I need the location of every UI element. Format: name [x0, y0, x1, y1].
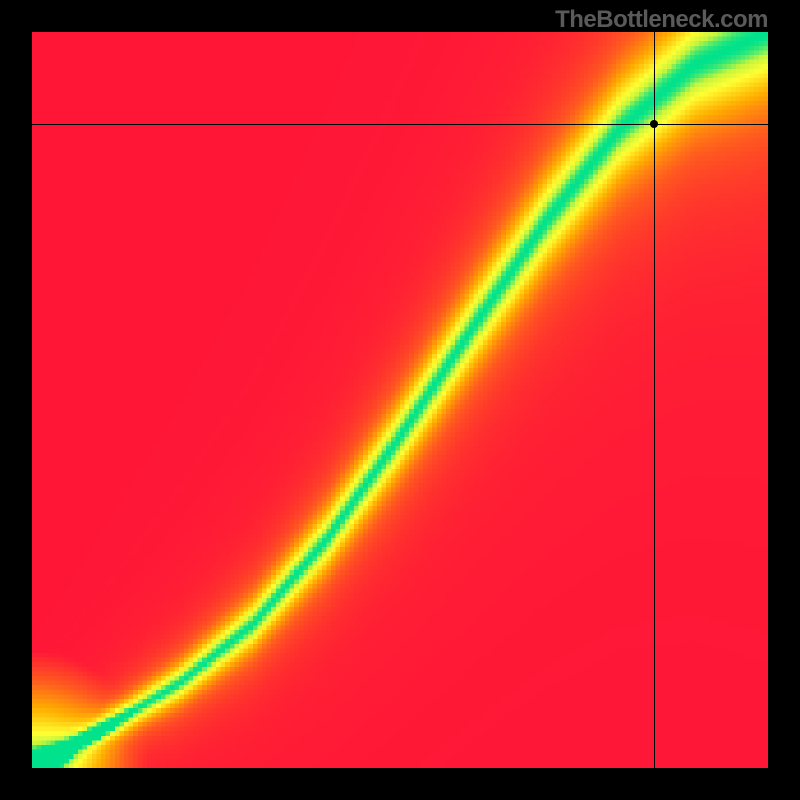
- heatmap-plot: [32, 32, 768, 768]
- heatmap-canvas: [32, 32, 768, 768]
- crosshair-marker: [650, 120, 658, 128]
- crosshair-vertical-line: [654, 32, 655, 768]
- watermark-text: TheBottleneck.com: [555, 6, 768, 34]
